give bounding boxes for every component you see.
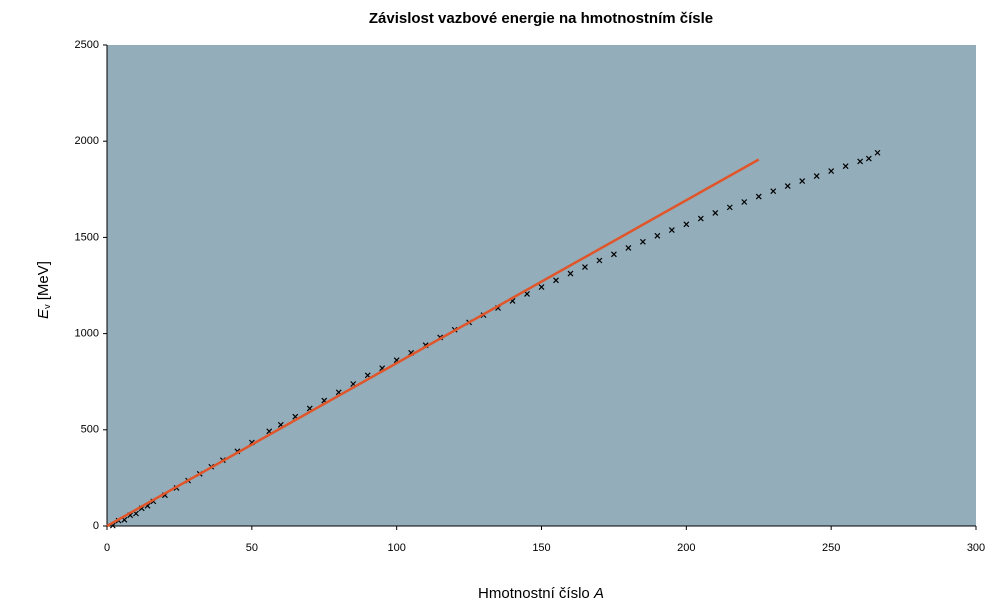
y-tick-label: 2000	[75, 135, 99, 147]
point	[741, 199, 748, 205]
point	[865, 155, 872, 162]
point	[857, 158, 864, 165]
point	[567, 270, 574, 277]
y-axis-label-var: E	[35, 308, 52, 319]
x-tick-label: 250	[822, 542, 840, 554]
point	[596, 257, 603, 264]
point	[683, 221, 690, 228]
point	[697, 215, 704, 222]
fit-line	[106, 158, 760, 528]
y-axis-label-sub: v	[42, 304, 52, 309]
y-tick-label: 1500	[75, 231, 99, 243]
x-tick-label: 0	[104, 542, 110, 554]
point	[770, 188, 777, 195]
y-tick-label: 1000	[75, 328, 99, 340]
x-tick-label: 100	[387, 542, 405, 554]
x-tick-label: 200	[677, 542, 695, 554]
x-axis-label: Hmotnostní číslo A	[478, 585, 604, 602]
point	[828, 168, 835, 174]
point	[582, 264, 588, 270]
point	[874, 149, 881, 156]
point	[364, 372, 371, 379]
y-tick-label: 0	[93, 520, 99, 532]
point	[755, 193, 762, 200]
point	[712, 210, 719, 216]
point	[668, 227, 675, 234]
point	[538, 284, 545, 290]
point	[553, 277, 559, 284]
y-tick-label: 2500	[75, 39, 99, 51]
point	[639, 238, 646, 245]
point	[625, 245, 632, 251]
point	[654, 232, 661, 239]
chart-title: Závislost vazbové energie na hmotnostním…	[369, 10, 713, 27]
point	[813, 173, 820, 179]
x-axis-label-text: Hmotnostní číslo	[478, 585, 590, 602]
x-tick-label: 150	[532, 542, 550, 554]
point	[610, 251, 617, 258]
point	[799, 178, 806, 184]
x-tick-label: 300	[967, 542, 985, 554]
y-tick-label: 500	[81, 424, 99, 436]
point	[784, 183, 791, 189]
point	[726, 204, 733, 211]
y-axis-label-unit: [MeV]	[35, 261, 52, 300]
x-axis-label-var: A	[593, 585, 604, 602]
x-tick-label: 50	[246, 542, 258, 554]
point	[842, 163, 849, 170]
point	[524, 291, 530, 297]
y-axis-label: Ev [MeV]	[35, 261, 52, 319]
